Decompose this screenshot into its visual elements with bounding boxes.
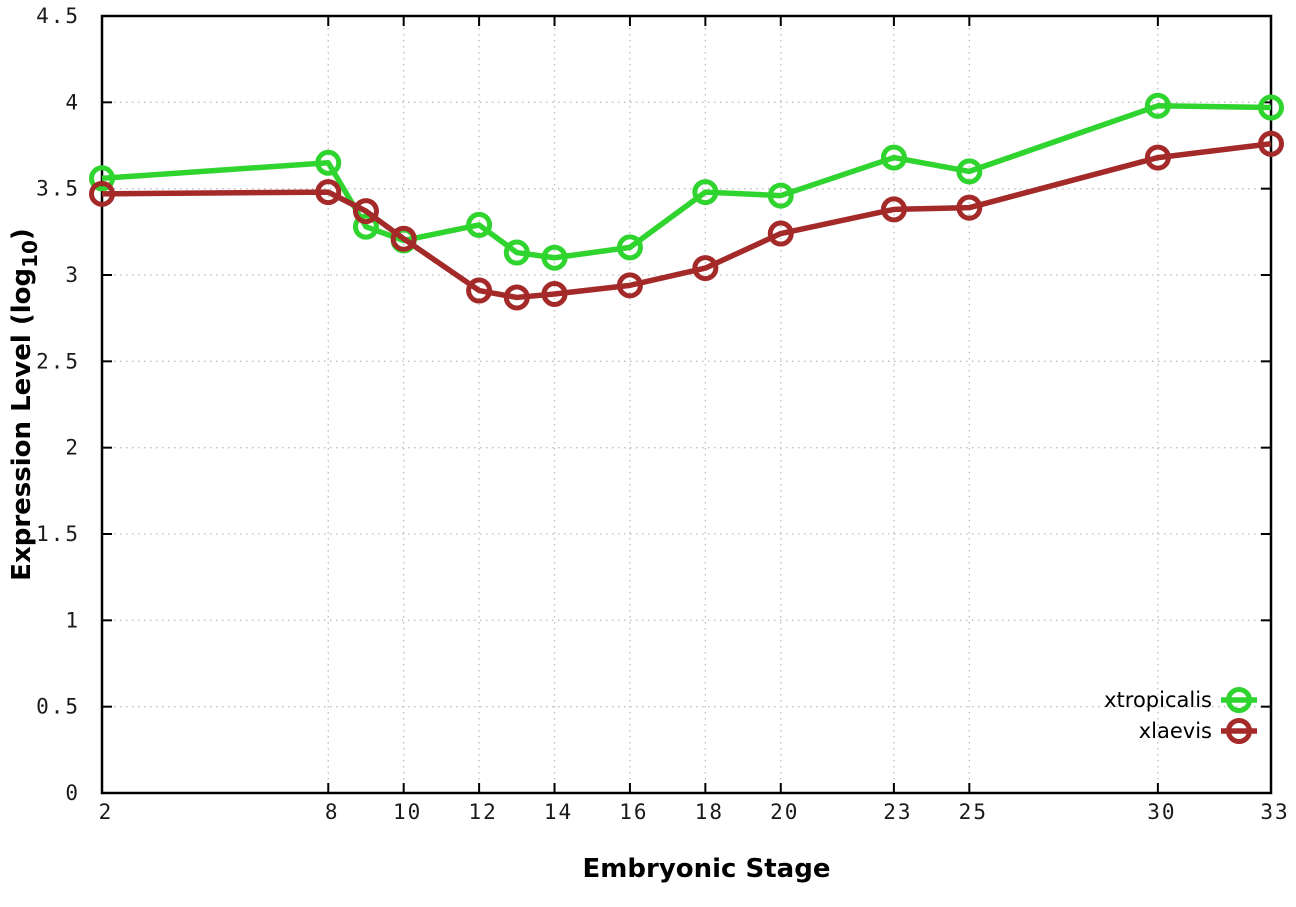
x-tick-label: 23: [883, 800, 912, 824]
y-tick-label: 4: [65, 90, 80, 114]
legend-marker-xlaevis: [1226, 718, 1252, 744]
series-xtropicalis: [89, 92, 1284, 271]
data-point-xtropicalis: [616, 234, 643, 261]
data-point-xtropicalis: [503, 239, 530, 266]
legend: xtropicalis xlaevis: [1104, 687, 1257, 744]
y-tick-label: 1.5: [36, 522, 80, 546]
data-point-xlaevis: [1258, 130, 1284, 157]
data-point-xtropicalis: [880, 144, 907, 171]
data-point-xlaevis: [466, 277, 493, 304]
x-axis-title: Embryonic Stage: [583, 854, 831, 884]
data-point-xtropicalis: [352, 213, 379, 240]
x-tick-label: 33: [1260, 800, 1289, 824]
data-point-xtropicalis: [541, 244, 568, 271]
data-point-xtropicalis: [956, 158, 983, 185]
y-axis-title: Expression Level (log10): [7, 228, 42, 581]
data-point-xlaevis: [767, 220, 794, 247]
data-point-xlaevis: [692, 255, 719, 282]
x-tick-label: 16: [619, 800, 648, 824]
data-point-xtropicalis: [466, 211, 493, 238]
data-point-xlaevis: [616, 272, 643, 299]
plot-border: [100, 14, 1273, 795]
y-tick-label: 0.5: [36, 695, 80, 719]
data-point-xlaevis: [89, 180, 115, 207]
data-point-xlaevis: [1144, 144, 1171, 171]
data-point-xtropicalis: [767, 182, 794, 209]
x-tick-label: 8: [325, 800, 340, 824]
y-tick-label: 0: [65, 781, 80, 805]
gridlines: [102, 16, 1271, 793]
data-point-xtropicalis: [89, 165, 115, 192]
x-tick-label: 2: [99, 800, 114, 824]
data-point-xlaevis: [315, 179, 342, 206]
y-tick-label: 2.5: [36, 349, 80, 373]
x-tick-label: 30: [1147, 800, 1176, 824]
series-line-xtropicalis: [101, 103, 1272, 261]
data-point-xlaevis: [352, 198, 379, 225]
x-tick-label: 18: [695, 800, 724, 824]
x-tick-label: 12: [468, 800, 497, 824]
data-point-xtropicalis: [315, 149, 342, 176]
y-tick-label: 2: [65, 436, 80, 460]
y-tick-label: 1: [65, 608, 80, 632]
data-point-xlaevis: [956, 194, 983, 221]
x-tick-label: 20: [770, 800, 799, 824]
x-tick-label: 14: [544, 800, 573, 824]
data-point-xlaevis: [541, 280, 568, 307]
data-point-xtropicalis: [1144, 92, 1171, 119]
axes: 2 8 10 12 14 16 18 20 23 25 30 33 0 0.5 1 1.5 2 2.5 3 3.5 4 4…: [36, 4, 1289, 824]
data-point-xtropicalis: [692, 179, 719, 206]
y-tick-label: 3.5: [36, 177, 80, 201]
data-point-xlaevis: [880, 196, 907, 223]
data-point-xtropicalis: [1258, 94, 1284, 121]
y-tick-label: 4.5: [36, 4, 80, 28]
legend-marker-xtropicalis: [1226, 687, 1252, 713]
legend-label-xlaevis: xlaevis: [1139, 719, 1212, 743]
x-tick-label: 10: [393, 800, 422, 824]
legend-label-xtropicalis: xtropicalis: [1104, 688, 1212, 712]
data-point-xlaevis: [503, 284, 530, 311]
series-xlaevis: [89, 130, 1284, 311]
data-point-xlaevis: [390, 225, 417, 252]
x-tick-label: 25: [959, 800, 988, 824]
y-tick-label: 3: [65, 263, 80, 287]
